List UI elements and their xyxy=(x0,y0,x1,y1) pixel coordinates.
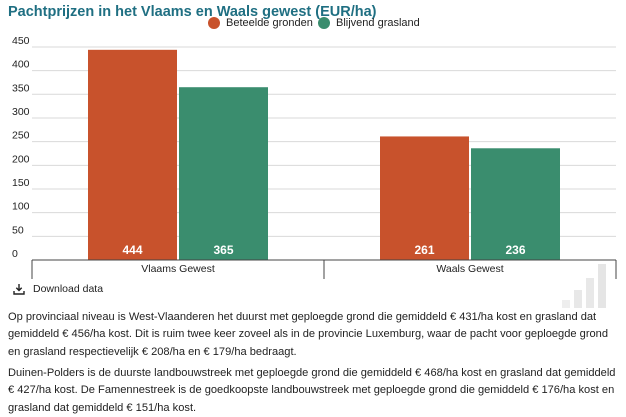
y-tick-label-400: 400 xyxy=(12,59,30,71)
paragraph-landbouwstreek: Duinen-Polders is de duurste landbouwstr… xyxy=(8,367,616,414)
download-data-label: Download data xyxy=(33,283,104,295)
y-axis-ticks: 0 50 100 150 200 250 300 350 400 450 xyxy=(12,35,30,260)
legend-swatch-blijvend-grasland xyxy=(318,17,330,29)
download-icon xyxy=(13,284,25,295)
legend-item-blijvend-grasland[interactable]: Blijvend grasland xyxy=(318,17,420,29)
y-tick-label-50: 50 xyxy=(12,224,24,236)
bar-waals-gewest-blijvend-grasland xyxy=(471,148,560,260)
bars xyxy=(88,49,560,261)
bar-vlaams-gewest-blijvend-grasland xyxy=(179,87,268,260)
chart-decoration-icon xyxy=(562,264,606,308)
x-tick-label-waals-gewest: Waals Gewest xyxy=(436,263,503,275)
bar-chart: 0 50 100 150 200 250 300 350 400 450 444 365 261 236… xyxy=(12,35,617,279)
data-label-vlaams-gewest-1: 365 xyxy=(213,243,233,257)
legend-label-beteelde-gronden: Beteelde gronden xyxy=(226,17,313,29)
data-label-vlaams-gewest-0: 444 xyxy=(122,243,142,257)
x-axis: Vlaams Gewest Waals Gewest xyxy=(31,259,617,279)
y-tick-label-0: 0 xyxy=(12,248,18,260)
y-tick-label-150: 150 xyxy=(12,177,30,189)
legend-swatch-beteelde-gronden xyxy=(208,17,220,29)
paragraph-provincial: Op provinciaal niveau is West-Vlaanderen… xyxy=(8,311,609,358)
legend-item-beteelde-gronden[interactable]: Beteelde gronden xyxy=(208,17,313,29)
legend-label-blijvend-grasland: Blijvend grasland xyxy=(336,17,420,29)
data-label-waals-gewest-0: 261 xyxy=(414,243,434,257)
data-label-waals-gewest-1: 236 xyxy=(505,243,525,257)
y-tick-label-200: 200 xyxy=(12,153,30,165)
x-tick-label-vlaams-gewest: Vlaams Gewest xyxy=(141,263,215,275)
data-labels: 444 365 261 236 xyxy=(122,243,525,257)
y-tick-label-250: 250 xyxy=(12,130,30,142)
chart-title: Pachtprijzen in het Vlaams en Waals gewe… xyxy=(8,4,377,20)
y-tick-label-300: 300 xyxy=(12,106,30,118)
download-data-button[interactable]: Download data xyxy=(13,283,103,295)
y-tick-label-100: 100 xyxy=(12,201,30,213)
y-tick-label-350: 350 xyxy=(12,82,30,94)
bar-waals-gewest-beteelde-gronden xyxy=(380,136,469,260)
bar-vlaams-gewest-beteelde-gronden xyxy=(88,49,177,261)
y-tick-label-450: 450 xyxy=(12,35,30,47)
